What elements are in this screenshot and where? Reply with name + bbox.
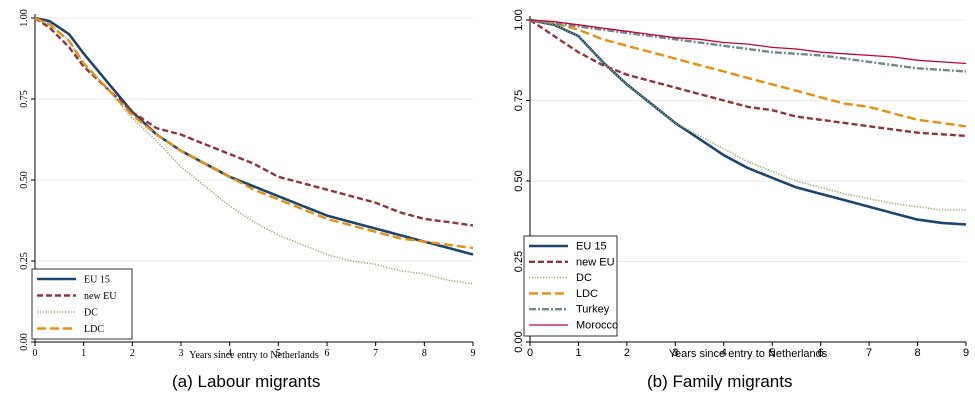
legend-label: EU 15: [84, 275, 110, 286]
x-tick-label: 1: [575, 347, 581, 359]
legend-label: LDC: [84, 324, 104, 335]
legend-label: DC: [84, 308, 98, 319]
y-tick-label: 0.25: [513, 251, 525, 272]
x-tick-label: 6: [325, 348, 330, 359]
legend-label: DC: [576, 272, 592, 284]
x-tick-label: 3: [179, 348, 184, 359]
legend: EU 15 new EU DC LDC: [31, 268, 133, 340]
legend-label: Morocco: [576, 320, 618, 332]
series-line-turkey: [529, 18, 967, 73]
panel-b-chart: 0.00 0.25 0.50 0.75 1.00 0 1 2 3 4 5 6 7 8 9 Years sinc…: [513, 9, 969, 360]
x-axis-title: Years since entry to Netherlands: [189, 350, 319, 361]
x-tick-label: 9: [963, 347, 969, 359]
series-line-ldc: [34, 16, 474, 250]
x-tick-label: 2: [624, 347, 630, 359]
legend-box: [31, 268, 133, 340]
x-tick-label: 9: [471, 348, 476, 359]
series-line-new-eu: [529, 19, 967, 138]
y-tick-label: 1.00: [513, 9, 525, 30]
x-tick-label: 7: [373, 348, 378, 359]
x-tick-label: 6: [818, 347, 824, 359]
series-line-eu-15: [529, 18, 967, 226]
legend-label: new EU: [576, 256, 615, 268]
legend-box: [523, 235, 618, 337]
y-tick-label: 0.00: [513, 331, 525, 352]
y-tick-label: 0.75: [19, 90, 30, 108]
x-tick-label: 1: [81, 348, 86, 359]
y-tick-label: 0.00: [19, 333, 30, 351]
x-tick-label: 2: [130, 348, 135, 359]
panel-a-caption: (a) Labour migrants: [172, 372, 321, 391]
x-tick-label: 0: [33, 348, 38, 359]
x-tick-label: 7: [866, 347, 872, 359]
series-line-morocco: [529, 19, 967, 65]
legend: EU 15 new EU DC LDC Turkey Morocco: [523, 235, 618, 337]
y-tick-label: 0.50: [513, 170, 525, 191]
x-tick-label: 0: [527, 347, 533, 359]
panel-b-caption: (b) Family migrants: [647, 372, 793, 391]
x-tick-label: 4: [227, 348, 232, 359]
y-tick-label: 0.75: [513, 90, 525, 111]
y-tick-label: 0.25: [19, 252, 30, 270]
legend-label: LDC: [576, 288, 598, 300]
x-tick-label: 8: [422, 348, 427, 359]
x-tick-label: 4: [721, 347, 727, 359]
series-line-dc: [34, 17, 474, 285]
y-tick-label: 0.50: [19, 171, 30, 189]
series-line-ldc: [529, 18, 967, 128]
series-line-eu-15: [34, 16, 474, 256]
legend-label: Turkey: [576, 304, 610, 316]
y-tick-label: 1.00: [19, 9, 30, 27]
series-line-new-eu: [34, 17, 474, 227]
panel-a-chart: 0.00 0.25 0.50 0.75 1.00 0 1 2 3 4 5 6 7 8 9 Years sinc…: [19, 9, 476, 361]
x-tick-label: 3: [672, 347, 678, 359]
x-tick-label: 5: [769, 347, 775, 359]
series-line-dc: [529, 19, 966, 211]
legend-label: EU 15: [576, 241, 607, 253]
x-tick-label: 8: [914, 347, 920, 359]
x-tick-label: 5: [276, 348, 281, 359]
x-axis-title: Years since entry to Netherlands: [669, 348, 828, 360]
legend-label: new EU: [84, 291, 117, 302]
